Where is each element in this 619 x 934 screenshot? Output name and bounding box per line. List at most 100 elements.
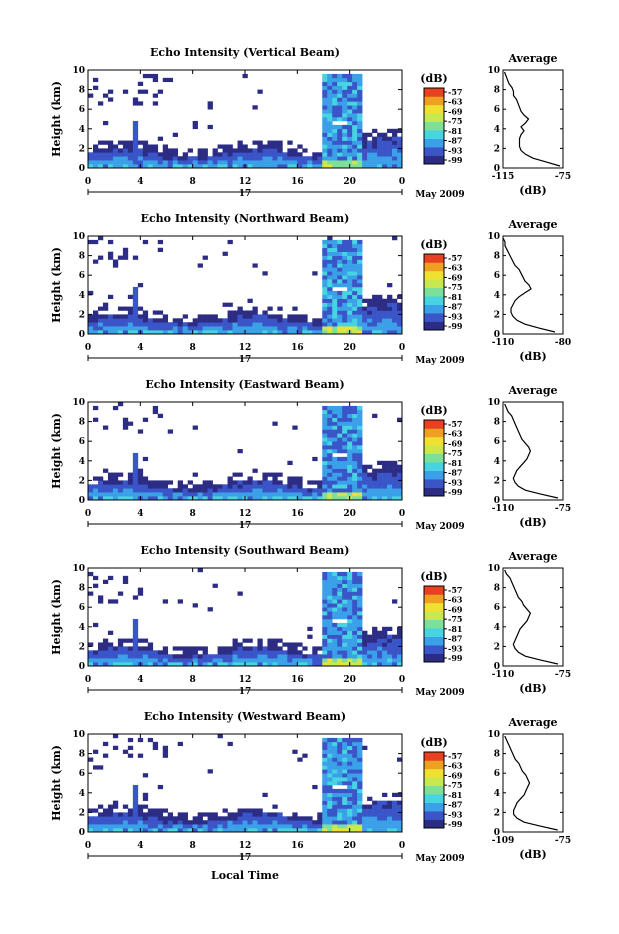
colorbar-segment xyxy=(424,313,444,322)
colorbar-segment xyxy=(424,121,444,131)
heatmap-cell xyxy=(322,330,328,335)
heatmap-cell xyxy=(92,326,99,331)
colorbar-label: -69 xyxy=(448,604,463,614)
heatmap-cell xyxy=(88,152,94,157)
heatmap-cell xyxy=(247,654,253,659)
heatmap-cell xyxy=(242,148,248,153)
heatmap-cell xyxy=(337,449,343,454)
heatmap-cell xyxy=(342,314,348,319)
heatmap-cell xyxy=(247,828,253,833)
heatmap-cell xyxy=(382,480,388,485)
heatmap-cell xyxy=(102,642,109,647)
heatmap-cell xyxy=(337,409,343,415)
heatmap-cell xyxy=(352,753,358,758)
heatmap-cell xyxy=(337,595,343,600)
heatmap-cell xyxy=(322,306,328,311)
heatmap-cell xyxy=(332,496,338,501)
heatmap-cell xyxy=(352,290,358,296)
heatmap-cell xyxy=(357,251,363,256)
heatmap-cell xyxy=(172,132,179,137)
heatmap-cell xyxy=(357,101,363,106)
heatmap-cell xyxy=(257,322,263,327)
heatmap-cell xyxy=(292,492,298,497)
heatmap-cell xyxy=(92,575,99,581)
avg-y-tick-label: 4 xyxy=(494,623,500,633)
heatmap-cell xyxy=(322,808,328,813)
heatmap-cell xyxy=(197,828,203,833)
heatmap-cell xyxy=(232,480,238,485)
heatmap-cell xyxy=(327,460,333,466)
colorbar-segment xyxy=(424,96,444,106)
heatmap-cell xyxy=(357,441,363,446)
heatmap-cell xyxy=(142,820,149,825)
heatmap-cell xyxy=(317,152,323,157)
colorbar-segment xyxy=(424,445,444,455)
heatmap-cell xyxy=(347,630,353,635)
heatmap-cell xyxy=(217,662,223,667)
heatmap-cell xyxy=(88,591,94,596)
heatmap-cell xyxy=(177,599,183,604)
heatmap-cell xyxy=(377,460,383,466)
heatmap-cell xyxy=(352,642,358,647)
heatmap-cell xyxy=(107,322,114,327)
heatmap-cell xyxy=(302,662,308,667)
heatmap-cell xyxy=(102,484,109,489)
heatmap-cell xyxy=(262,480,268,485)
heatmap-cell xyxy=(397,496,403,501)
heatmap-cell xyxy=(357,749,363,754)
y-tick-label: 2 xyxy=(79,642,85,652)
heatmap-cell xyxy=(337,239,343,245)
heatmap-cell xyxy=(242,314,248,319)
heatmap-cell xyxy=(252,808,258,813)
heatmap-cell xyxy=(107,642,114,647)
heatmap-cell xyxy=(167,480,174,485)
heatmap-cell xyxy=(372,294,378,300)
heatmap-cell xyxy=(257,650,263,655)
heatmap-cell xyxy=(352,828,358,833)
heatmap-cell xyxy=(207,314,213,319)
heatmap-cell xyxy=(147,156,154,161)
heatmap-cell xyxy=(287,314,293,319)
heatmap-cell xyxy=(157,812,164,817)
heatmap-cell xyxy=(202,314,208,319)
heatmap-cell xyxy=(147,152,154,157)
heatmap-cell xyxy=(132,808,139,813)
heatmap-cell xyxy=(347,314,353,319)
heatmap-cell xyxy=(287,816,293,821)
avg-y-tick-label: 10 xyxy=(487,232,500,242)
heatmap-cell xyxy=(252,326,258,331)
heatmap-cell xyxy=(117,650,124,655)
heatmap-cell xyxy=(127,646,134,651)
heatmap-cell xyxy=(107,318,114,323)
heatmap-cell xyxy=(102,425,109,430)
heatmap-cell xyxy=(347,239,353,245)
heatmap-cell xyxy=(352,741,358,747)
heatmap-cell xyxy=(217,492,223,497)
heatmap-cell xyxy=(312,650,318,655)
heatmap-cell xyxy=(307,326,313,331)
heatmap-cell xyxy=(272,824,278,829)
heatmap-cell xyxy=(337,132,343,137)
avg-title: Average xyxy=(507,218,557,231)
heatmap-cell xyxy=(317,484,323,489)
heatmap-cell xyxy=(362,812,368,817)
heatmap-cell xyxy=(257,658,263,663)
heatmap-cell xyxy=(327,622,333,628)
heatmap-cell xyxy=(327,239,333,245)
heatmap-cell xyxy=(347,259,353,264)
heatmap-cell xyxy=(97,255,104,260)
heatmap-cell xyxy=(327,595,333,600)
heatmap-cell xyxy=(337,247,343,252)
heatmap-cell xyxy=(342,77,348,83)
heatmap-cell xyxy=(107,152,114,157)
heatmap-cell xyxy=(342,488,348,493)
heatmap-cell xyxy=(392,650,398,655)
date-label: May 2009 xyxy=(415,522,464,532)
heatmap-cell xyxy=(352,820,358,825)
heatmap-cell xyxy=(267,646,273,651)
heatmap-cell xyxy=(327,480,333,485)
heatmap-cell xyxy=(107,326,114,331)
heatmap-cell xyxy=(88,484,94,489)
heatmap-cell xyxy=(167,662,174,667)
heatmap-cell xyxy=(92,148,99,153)
